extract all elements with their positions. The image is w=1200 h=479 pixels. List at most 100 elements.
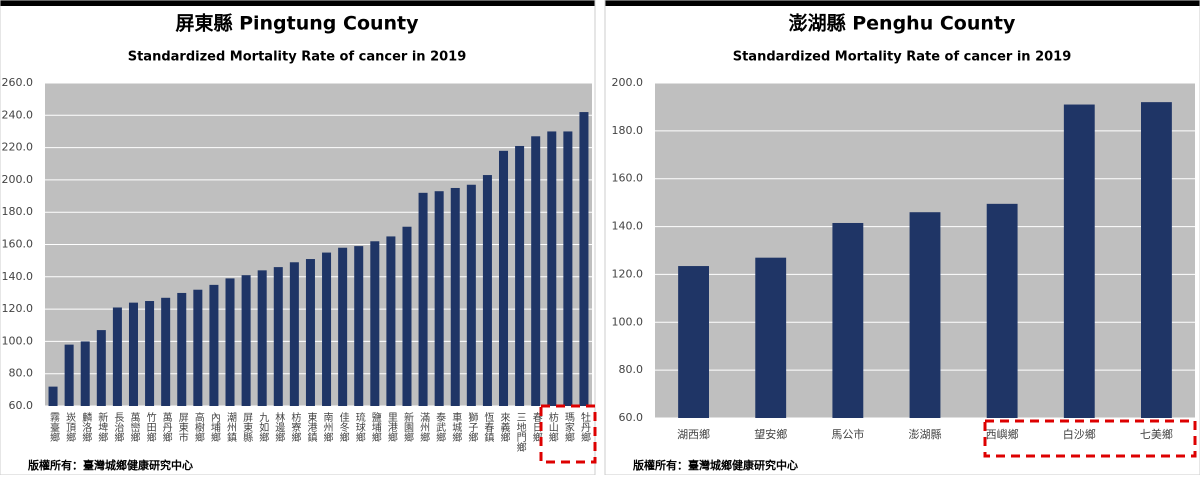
x-tick-label: 九如鄉 xyxy=(257,412,269,443)
x-tick-label: 霧臺鄉 xyxy=(48,412,60,443)
y-tick-label: 180.0 xyxy=(2,205,34,218)
bar xyxy=(755,257,787,418)
x-tick-label: 潮州鎮 xyxy=(225,411,237,443)
bar xyxy=(338,247,348,406)
top-rule xyxy=(0,0,595,6)
bar xyxy=(289,262,299,406)
x-tick-label: 西嶼鄉 xyxy=(986,427,1019,441)
y-tick-label: 160.0 xyxy=(2,238,34,251)
x-tick-label: 南州鄉 xyxy=(321,411,333,443)
x-tick-label: 恆春鎮 xyxy=(482,411,494,443)
source-note: 版權所有：臺灣城鄉健康研究中心 xyxy=(28,458,193,472)
bar xyxy=(177,292,187,406)
bar xyxy=(1141,102,1172,419)
bar xyxy=(128,302,138,406)
y-tick-label: 120.0 xyxy=(2,302,34,315)
y-tick-label: 220.0 xyxy=(2,141,34,154)
x-tick-label: 內埔鄉 xyxy=(208,412,220,443)
x-tick-label: 車城鄉 xyxy=(450,411,462,443)
x-tick-label: 湖西鄉 xyxy=(677,428,710,441)
x-tick-label: 屏東市 xyxy=(176,412,188,443)
x-tick-label: 萬丹鄉 xyxy=(160,411,172,443)
source-note: 版權所有：臺灣城鄉健康研究中心 xyxy=(633,458,798,472)
x-tick-label: 滿州鄉 xyxy=(418,411,430,443)
bar xyxy=(322,252,332,406)
x-tick-label: 長治鄉 xyxy=(112,412,124,443)
bar xyxy=(80,341,90,406)
x-tick-label: 麟洛鄉 xyxy=(80,411,92,443)
x-tick-label: 春日鄉 xyxy=(530,412,542,443)
x-tick-label: 七美鄉 xyxy=(1140,428,1173,441)
bar xyxy=(515,145,525,407)
bar xyxy=(986,203,1018,418)
chart-subtitle: Standardized Mortality Rate of cancer in… xyxy=(128,50,467,65)
chart-title: 屏東縣 Pingtung County xyxy=(175,12,419,35)
bar xyxy=(161,297,171,406)
bar xyxy=(370,241,380,406)
x-tick-label: 澎湖縣 xyxy=(909,428,942,441)
bar xyxy=(257,270,267,406)
bar xyxy=(64,344,74,406)
x-tick-label: 林邊鄉 xyxy=(273,411,285,443)
x-tick-label: 屏東縣 xyxy=(241,412,253,442)
x-tick-label: 佳冬鄉 xyxy=(337,411,349,443)
x-tick-label: 鹽埔鄉 xyxy=(369,411,381,443)
x-tick-label: 白沙鄉 xyxy=(1063,427,1096,441)
x-tick-label: 望安鄉 xyxy=(754,427,787,441)
bar xyxy=(434,191,444,406)
bar xyxy=(547,131,557,406)
bar xyxy=(579,112,589,406)
x-tick-label: 馬公市 xyxy=(831,427,864,441)
bar xyxy=(386,236,396,406)
chart-subtitle: Standardized Mortality Rate of cancer in… xyxy=(733,50,1072,65)
bar xyxy=(531,136,541,407)
x-tick-label: 琉球鄉 xyxy=(353,411,365,443)
y-tick-label: 100.0 xyxy=(2,334,34,347)
y-tick-label: 240.0 xyxy=(2,108,34,121)
x-tick-label: 獅子鄉 xyxy=(466,411,478,443)
bar xyxy=(450,187,460,406)
bar xyxy=(678,266,709,418)
x-tick-label: 里港鄉 xyxy=(385,412,397,443)
y-tick-label: 260.0 xyxy=(2,76,34,89)
bar xyxy=(241,275,251,406)
y-tick-label: 80.0 xyxy=(619,363,644,376)
y-tick-label: 120.0 xyxy=(612,267,644,280)
highlight-box xyxy=(539,404,597,464)
bar xyxy=(354,246,364,406)
x-tick-label: 泰武鄉 xyxy=(434,411,446,443)
y-tick-label: 100.0 xyxy=(612,315,644,328)
y-tick-label: 200.0 xyxy=(612,76,644,89)
x-tick-label: 高樹鄉 xyxy=(192,411,204,443)
y-tick-label: 140.0 xyxy=(612,220,644,233)
bar xyxy=(305,259,315,406)
bar xyxy=(48,386,58,406)
x-tick-label: 新埤鄉 xyxy=(96,411,108,443)
y-tick-label: 60.0 xyxy=(9,399,34,412)
bar xyxy=(273,267,283,406)
x-tick-label: 三地門鄉 xyxy=(514,412,526,453)
bar xyxy=(466,184,476,406)
bar xyxy=(96,330,106,406)
y-tick-label: 140.0 xyxy=(2,270,34,283)
bar xyxy=(193,289,203,406)
bar xyxy=(499,150,509,406)
x-tick-label: 新園鄉 xyxy=(401,411,413,443)
bar xyxy=(482,175,492,406)
y-tick-label: 180.0 xyxy=(612,124,644,137)
y-tick-label: 60.0 xyxy=(619,411,644,424)
y-tick-label: 160.0 xyxy=(612,172,644,185)
y-tick-label: 80.0 xyxy=(9,367,34,380)
bar xyxy=(225,278,235,406)
bar xyxy=(418,192,428,406)
highlight-box xyxy=(983,419,1197,458)
bar xyxy=(1063,104,1095,419)
x-tick-label: 竹田鄉 xyxy=(144,411,156,443)
bar xyxy=(909,212,941,418)
bar xyxy=(145,301,155,406)
x-tick-label: 牡丹鄉 xyxy=(578,411,590,443)
bar xyxy=(563,131,573,406)
y-tick-label: 200.0 xyxy=(2,173,34,186)
top-rule xyxy=(605,0,1200,6)
